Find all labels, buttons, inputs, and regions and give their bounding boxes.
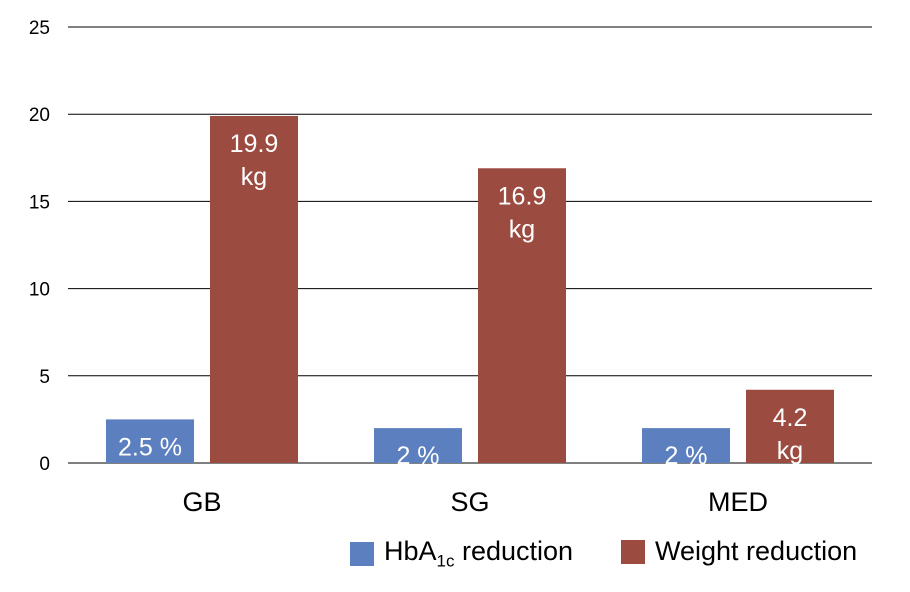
data-label-sg-series-1: 16.9 kg: [498, 182, 547, 243]
bar-med-series-0: [642, 428, 730, 463]
data-label-med-series-1: 4.2 kg: [773, 404, 808, 465]
bars: [106, 115, 834, 463]
data-labels: 2.5 % 19.9 kg 2 % 16.9 kg 2 % 4.2 kg: [118, 130, 807, 470]
y-tick-label: 25: [29, 18, 50, 39]
legend-swatch-weight: [621, 539, 645, 564]
bar-gb-series-1: [210, 115, 298, 463]
bar-sg-series-0: [374, 428, 462, 463]
bar-med-series-1: [746, 389, 834, 463]
legend-item-weight: Weight reduction: [621, 536, 857, 567]
legend-item-hba1c: HbA1c reduction: [350, 536, 573, 571]
bar-gb-series-0: [106, 419, 194, 463]
x-tick-label: SG: [450, 487, 489, 517]
bar-sg-series-1: [478, 168, 566, 463]
x-tick-label: MED: [708, 487, 768, 517]
legend-label-weight: Weight reduction: [655, 536, 858, 566]
y-tick-label: 20: [29, 105, 50, 126]
legend-label-hba1c: HbA1c reduction: [384, 536, 574, 571]
data-label-sg-series-0: 2 %: [396, 442, 439, 470]
data-label-med-series-0: 2 %: [664, 442, 707, 470]
data-label-gb-series-1: 19.9 kg: [230, 130, 279, 191]
y-axis-ticks: 0 5 10 15 20 25: [29, 18, 50, 475]
y-tick-label: 10: [29, 280, 50, 301]
y-tick-label: 0: [39, 454, 50, 475]
data-label-gb-series-0: 2.5 %: [118, 433, 182, 461]
y-tick-label: 5: [39, 367, 50, 388]
x-tick-label: GB: [182, 487, 221, 517]
y-tick-label: 15: [29, 192, 50, 213]
legend-swatch-hba1c: [350, 541, 374, 566]
legend: HbA1c reduction Weight reduction: [0, 536, 910, 572]
x-axis-ticks: GB SG MED: [182, 487, 768, 517]
gridlines: [68, 26, 872, 464]
